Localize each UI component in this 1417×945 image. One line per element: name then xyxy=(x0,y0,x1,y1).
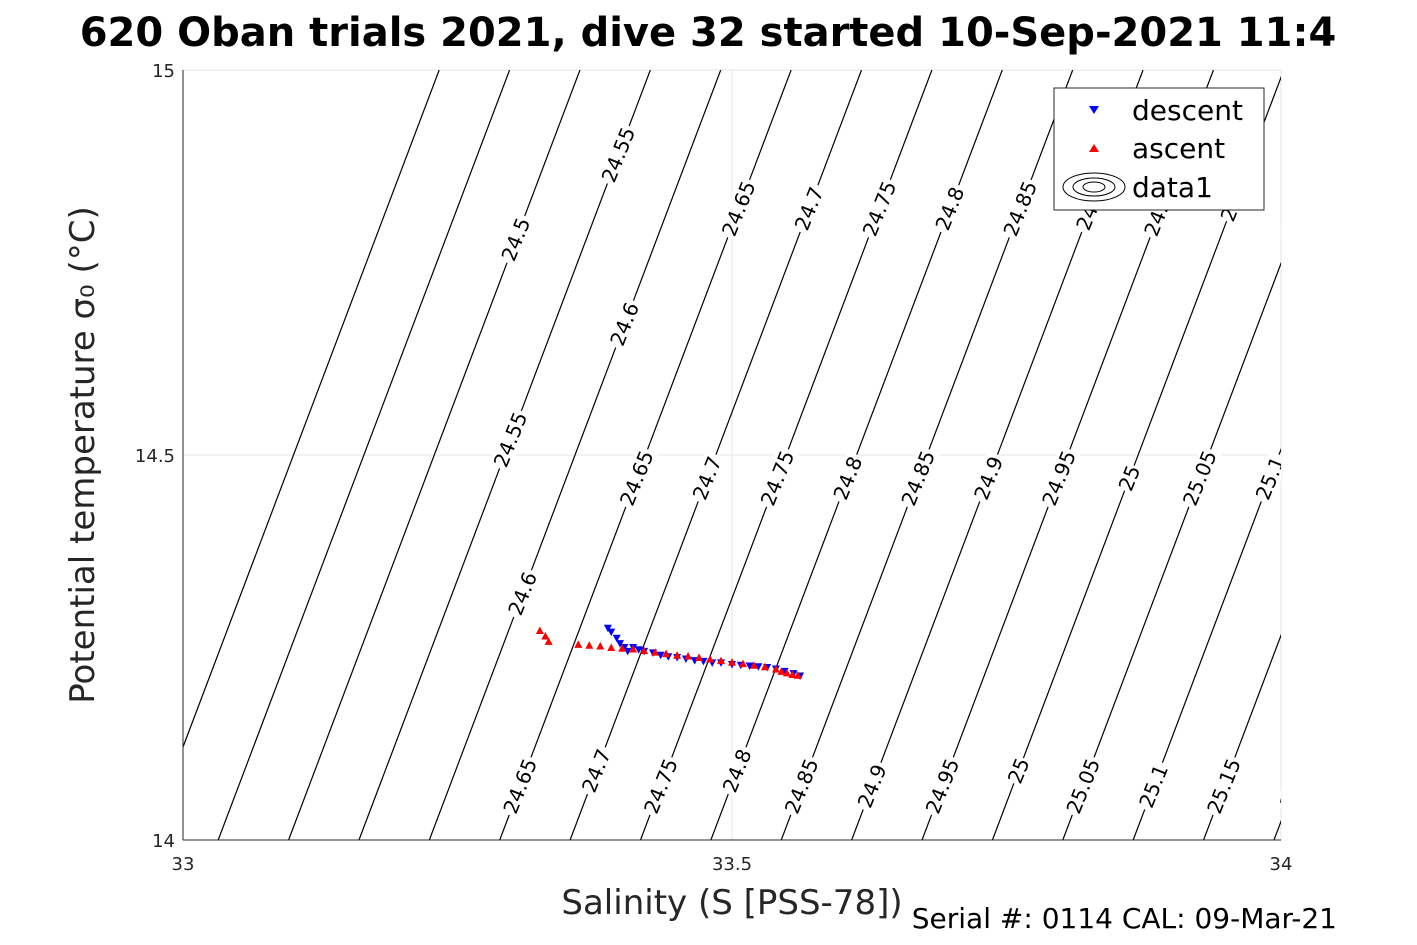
ascent-point xyxy=(684,651,693,660)
ascent-point xyxy=(717,656,726,665)
x-tick-label: 34 xyxy=(1270,854,1293,875)
ascent-point xyxy=(618,644,627,652)
contour-label: 25. xyxy=(1354,186,1391,231)
ascent-point xyxy=(651,648,660,656)
svg-text:25.25: 25.25 xyxy=(1355,724,1399,786)
svg-text:25.05: 25.05 xyxy=(1280,178,1324,240)
legend-ascent-label: ascent xyxy=(1132,132,1225,165)
ascent-point xyxy=(782,668,791,677)
x-tick-label: 33.5 xyxy=(712,854,752,875)
contour-line xyxy=(288,70,581,840)
ascent-point xyxy=(760,662,769,671)
contour-line xyxy=(183,70,440,749)
descent-point xyxy=(745,662,754,670)
ascent-point xyxy=(541,631,550,640)
contour-line xyxy=(1344,70,1417,840)
y-axis-label: Potential temperature σ₀ (°C) xyxy=(63,206,103,704)
y-tick-label: 15 xyxy=(152,61,175,82)
ascent-point xyxy=(585,641,594,649)
data-points xyxy=(535,624,805,680)
ascent-point xyxy=(695,653,704,662)
ascent-point xyxy=(544,637,553,645)
contour-label: 25.25 xyxy=(1354,722,1399,788)
legend-data1-label: data1 xyxy=(1132,171,1213,204)
svg-text:25.: 25. xyxy=(1355,189,1389,227)
legend-descent-label: descent xyxy=(1132,94,1243,127)
ascent-point xyxy=(596,641,605,650)
serial-cal-text: Serial #: 0114 CAL: 09-Mar-21 xyxy=(912,902,1337,935)
x-axis-label: Salinity (S [PSS-78]) xyxy=(561,883,902,923)
axes xyxy=(182,70,1281,841)
ascent-point xyxy=(738,659,747,668)
legend-ascent-marker xyxy=(1089,144,1099,152)
contour-line xyxy=(1273,819,1281,840)
contour-label: 25.2 xyxy=(1390,450,1417,505)
legend-contour-icon xyxy=(1062,172,1126,202)
x-tick-label: 33 xyxy=(172,854,195,875)
descent-point xyxy=(754,663,763,671)
contour-labels: 24.524.5524.6524.724.7524.824.8524.924.9… xyxy=(489,122,1417,819)
svg-text:25.15: 25.15 xyxy=(1319,447,1363,509)
ascent-point xyxy=(640,646,649,655)
descent-point xyxy=(616,640,625,648)
contour-label: 25.05 xyxy=(1280,175,1324,242)
ascent-point xyxy=(728,658,736,666)
legend[interactable]: descent ascent data1 xyxy=(1053,87,1265,211)
descent-point xyxy=(623,647,632,656)
ascent-point xyxy=(535,626,544,635)
ascent-point xyxy=(749,661,758,669)
ascent-point xyxy=(673,651,682,659)
ascent-point xyxy=(793,671,802,679)
ascent-point xyxy=(574,640,583,648)
ascent-point xyxy=(662,649,671,658)
contour-line xyxy=(428,70,722,840)
legend-descent-marker xyxy=(1089,106,1099,114)
descent-point xyxy=(607,628,616,637)
tick-labels: 33 33.5 34 14 14.5 15 xyxy=(135,61,1293,875)
ascent-point xyxy=(629,645,638,653)
descent-point xyxy=(656,651,665,660)
descent-point xyxy=(612,634,621,643)
descent-point xyxy=(603,624,612,633)
ascent-point xyxy=(607,643,616,651)
svg-text:25.2: 25.2 xyxy=(1391,453,1417,503)
contour-label: 25.15 xyxy=(1318,445,1363,511)
ascent-point xyxy=(777,667,786,675)
contour-line xyxy=(217,70,511,840)
y-tick-label: 14 xyxy=(152,831,175,852)
legend-box xyxy=(1053,87,1265,211)
ascent-point xyxy=(788,670,797,678)
chart-title: 620 Oban trials 2021, dive 32 started 10… xyxy=(80,10,1337,56)
ascent-point xyxy=(706,655,715,663)
contour-line xyxy=(1203,633,1281,840)
ascent-point xyxy=(771,665,780,673)
y-tick-label: 14.5 xyxy=(135,446,175,467)
